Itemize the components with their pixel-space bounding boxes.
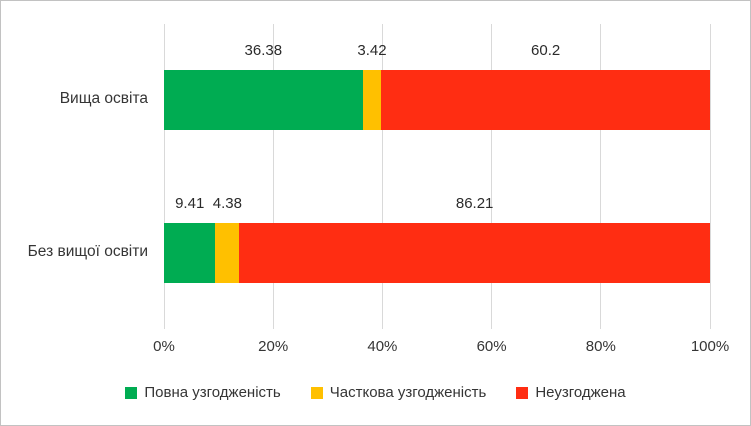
legend-label: Часткова узгодженість [329, 384, 487, 401]
x-axis: 0% 20% 40% 60% 80% 100% [153, 338, 729, 358]
gridline [272, 24, 274, 329]
gridline [600, 24, 602, 329]
legend-item: Повна узгодженість [125, 384, 281, 401]
bar-segment [164, 222, 216, 283]
bar-segment [362, 70, 382, 130]
bar-data-label: 36.38 [244, 42, 283, 59]
x-tick-label: 0% [153, 338, 175, 355]
bar-row: 9.41 4.38 86.21 [164, 177, 710, 329]
legend-swatch [310, 386, 323, 399]
bar-segment [164, 70, 363, 130]
bar-data-label: 3.42 [357, 42, 387, 59]
category-axis: Вища освіта Без вищої освіти [1, 24, 148, 329]
plot-area: 36.38 3.42 60.2 9.41 4.38 86.21 [163, 24, 711, 329]
gridline [709, 24, 711, 329]
category-label: Без вищої освіти [27, 242, 148, 260]
stacked-bar [164, 70, 710, 130]
bar-segment [381, 70, 710, 130]
bar-data-label: 86.21 [455, 194, 494, 212]
legend-swatch [516, 386, 529, 399]
legend-label: Повна узгодженість [144, 384, 281, 401]
x-tick-label: 40% [367, 338, 398, 355]
category-label: Вища освіта [59, 90, 148, 108]
gridline [381, 24, 383, 329]
legend-swatch [125, 386, 138, 399]
x-tick-label: 60% [476, 338, 507, 355]
gridline [163, 24, 165, 329]
x-tick-label: 80% [585, 338, 616, 355]
legend-label: Неузгоджена [535, 384, 626, 401]
bar-segment [215, 222, 240, 283]
bar-data-label: 60.2 [531, 42, 561, 59]
bar-data-label: 9.41 [175, 194, 205, 212]
gridline [491, 24, 493, 329]
legend-item: Часткова узгодженість [310, 384, 487, 401]
bar-segment [239, 222, 710, 283]
x-tick-label: 100% [690, 338, 730, 355]
stacked-bar [164, 222, 710, 283]
legend-item: Неузгоджена [516, 384, 626, 401]
bar-row: 36.38 3.42 60.2 [164, 24, 710, 176]
legend: Повна узгодженість Часткова узгодженість Н… [1, 384, 750, 401]
bar-data-label: 4.38 [212, 194, 242, 212]
x-tick-label: 20% [258, 338, 289, 355]
